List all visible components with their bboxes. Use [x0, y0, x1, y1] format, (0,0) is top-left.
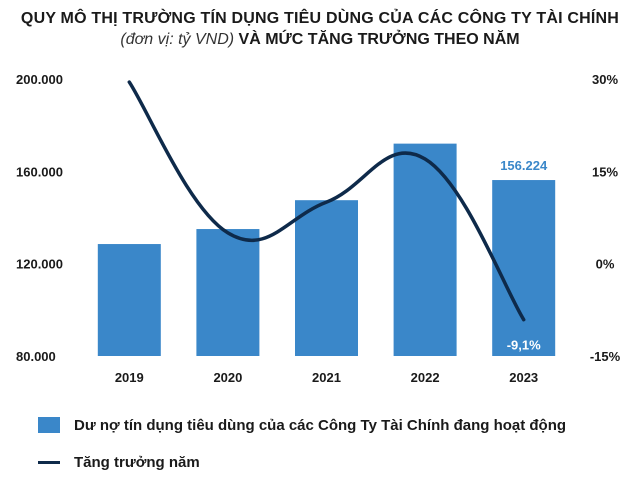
- y-left-tick-label: 200.000: [16, 72, 63, 87]
- bar: [98, 244, 161, 356]
- x-tick-label: 2022: [411, 370, 440, 385]
- x-tick-label: 2021: [312, 370, 341, 385]
- y-right-tick-label: 15%: [592, 164, 618, 179]
- legend-label-line: Tăng trưởng năm: [74, 454, 200, 471]
- y-right-tick-label: 30%: [592, 72, 618, 87]
- bar: [394, 144, 457, 356]
- bar-data-label: 156.224: [500, 158, 548, 173]
- y-right-tick-label: -15%: [590, 349, 621, 364]
- legend-label-bar: Dư nợ tín dụng tiêu dùng của các Công Ty…: [74, 417, 566, 434]
- y-left-tick-label: 160.000: [16, 164, 63, 179]
- legend-item-bar: Dư nợ tín dụng tiêu dùng của các Công Ty…: [38, 414, 566, 436]
- bar: [196, 229, 259, 356]
- y-left-tick-label: 80.000: [16, 349, 56, 364]
- bar: [295, 200, 358, 356]
- combo-chart: 80.000 120.000 160.000 200.000 -15% 0% 15% 30% 2…: [0, 0, 640, 400]
- legend-swatch-line: [38, 461, 60, 464]
- x-tick-label: 2023: [509, 370, 538, 385]
- legend-item-line: Tăng trưởng năm: [38, 451, 566, 473]
- y-right-tick-label: 0%: [596, 257, 615, 272]
- x-tick-label: 2019: [115, 370, 144, 385]
- bar: [492, 180, 555, 356]
- y-left-tick-label: 120.000: [16, 257, 63, 272]
- legend-swatch-bar: [38, 417, 60, 433]
- x-tick-label: 2020: [213, 370, 242, 385]
- line-data-label: -9,1%: [507, 338, 541, 353]
